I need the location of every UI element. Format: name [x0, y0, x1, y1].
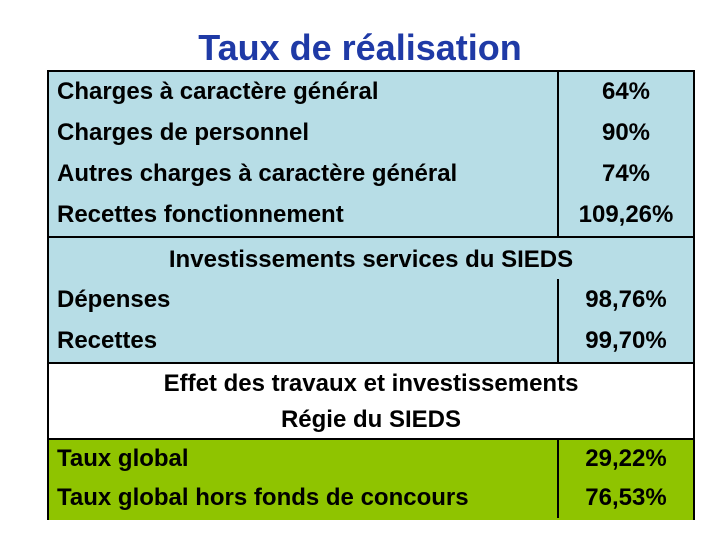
row-background [49, 279, 693, 320]
row-value: 98,76% [557, 279, 693, 320]
row-value: 74% [557, 153, 693, 194]
row-value: 99,70% [557, 320, 693, 362]
row-label: Taux global hors fonds de concours [57, 484, 469, 511]
table-row: Dépenses 98,76% [49, 279, 693, 320]
row-label: Charges à caractère général [57, 78, 379, 105]
table-row: Charges à caractère général 64% [49, 72, 693, 112]
row-value: 76,53% [557, 478, 693, 518]
row-label: Recettes fonctionnement [57, 201, 344, 228]
row-label: Recettes [57, 327, 158, 354]
table-row: Charges de personnel 90% [49, 112, 693, 153]
table-row: Recettes 99,70% [49, 320, 693, 362]
section-header-line2: Régie du SIEDS [280, 406, 462, 433]
row-background [49, 320, 693, 362]
section-header: Effet des travaux et investissements Rég… [49, 364, 693, 440]
works-header-row: Effet des travaux et investissements Rég… [49, 362, 693, 440]
table-row: Taux global hors fonds de concours 76,53… [49, 478, 693, 518]
table-row: Taux global 29,22% [49, 440, 693, 478]
operating-section-background [49, 72, 693, 236]
row-label: Autres charges à caractère général [57, 159, 458, 187]
row-value: 90% [557, 112, 693, 153]
operating-section: Charges à caractère général 64% Charges … [49, 72, 693, 236]
row-value: 64% [557, 72, 693, 112]
table-row: Autres charges à caractère général 74% [49, 153, 693, 194]
page-title: Taux de réalisation [198, 27, 522, 68]
investments-header-row: Investissements services du SIEDS [49, 236, 693, 281]
global-rate-background [49, 440, 693, 520]
row-label: Charges de personnel [57, 118, 310, 146]
row-label: Taux global [57, 445, 189, 472]
row-value: 29,22% [557, 440, 693, 478]
section-header-line1: Effet des travaux et investissements [163, 370, 579, 397]
section-header: Investissements services du SIEDS [49, 238, 693, 281]
row-label: Dépenses [57, 285, 171, 313]
row-value: 109,26% [557, 194, 693, 236]
global-rate-section: Taux global 29,22% Taux global hors fond… [49, 438, 693, 520]
table-row: Recettes fonctionnement 109,26% [49, 194, 693, 236]
realisation-table: Charges à caractère général 64% Charges … [47, 70, 695, 520]
